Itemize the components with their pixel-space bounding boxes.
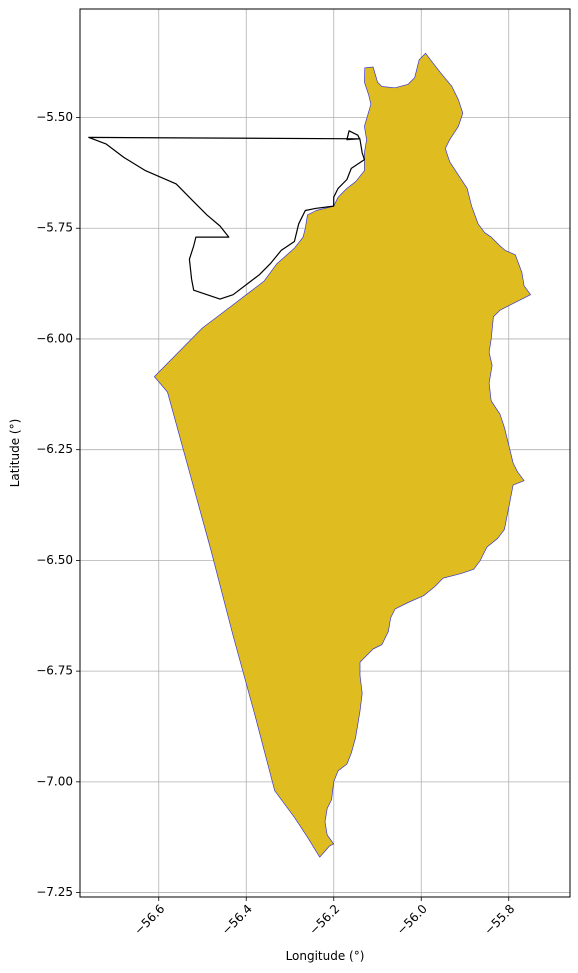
x-tick-label: −55.8 — [481, 902, 517, 938]
y-tick-label: −6.50 — [36, 553, 73, 567]
axes-frame — [79, 8, 571, 898]
y-tick-label: −5.50 — [36, 110, 73, 124]
y-tick-label: −6.00 — [36, 331, 73, 345]
y-tick-label: −7.25 — [36, 885, 73, 899]
x-tick-label: −56.6 — [131, 902, 167, 938]
x-tick-label: −56.2 — [306, 902, 342, 938]
x-tick-label: −56.4 — [219, 902, 255, 938]
y-tick-label: −6.25 — [36, 442, 73, 456]
x-axis-label: Longitude (°) — [286, 949, 365, 963]
y-axis-ticks: −5.50 −5.75 −6.00 −6.25 −6.50 −6.75 −7.00 −7.25 — [36, 110, 80, 899]
outline-polygon — [88, 130, 365, 300]
region-polygon — [154, 52, 531, 858]
x-axis-ticks: −56.6 −56.4 −56.2 −56.0 −55.8 — [131, 897, 517, 938]
y-axis-label: Latitude (°) — [8, 419, 22, 488]
y-tick-label: −7.00 — [36, 774, 73, 788]
map-layer — [88, 52, 531, 858]
y-tick-label: −5.75 — [36, 221, 73, 235]
x-tick-label: −56.0 — [394, 902, 430, 938]
y-tick-label: −6.75 — [36, 664, 73, 678]
